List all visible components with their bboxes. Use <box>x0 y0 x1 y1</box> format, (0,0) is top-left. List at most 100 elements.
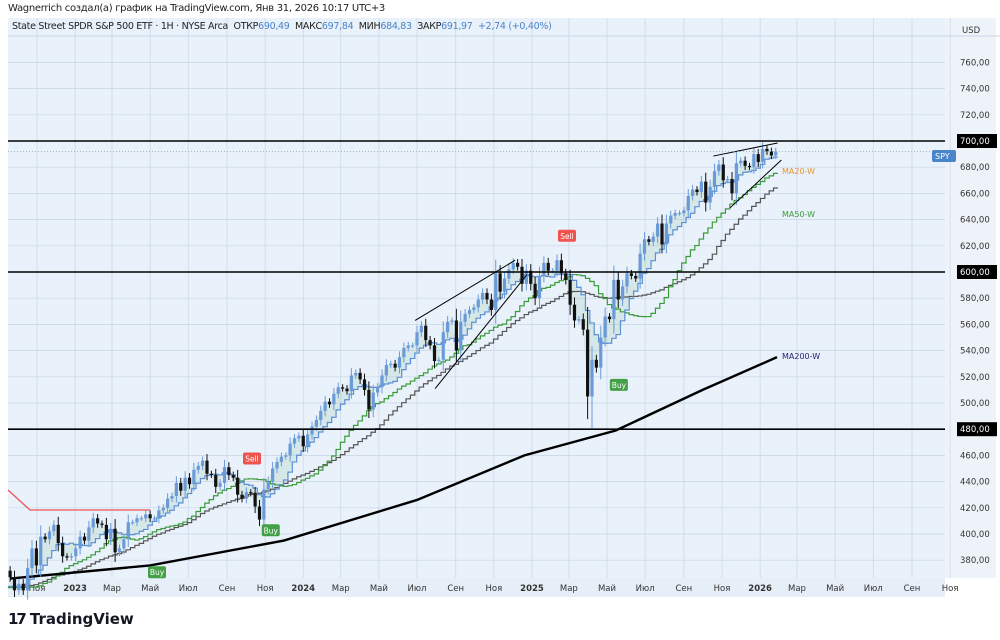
y-tick-label: 760,00 <box>960 58 990 68</box>
candle-body <box>516 262 520 267</box>
signal-buy-badge <box>261 524 280 537</box>
candle-body <box>358 372 362 380</box>
candle-body <box>682 210 686 214</box>
signal-label: Buy <box>612 381 627 390</box>
y-tick-label: 520,00 <box>960 373 990 383</box>
trend-line <box>729 159 782 209</box>
candle-body <box>47 531 52 540</box>
x-tick-label: Май <box>826 584 844 594</box>
candle-body <box>607 316 612 320</box>
candle-body <box>397 357 402 368</box>
candle-body <box>498 273 502 292</box>
candle-body <box>166 498 170 508</box>
close-label: ЗАКР <box>417 21 442 32</box>
candle-body <box>384 365 388 376</box>
open-value: 690,49 <box>258 21 290 32</box>
candle-body <box>590 359 594 397</box>
x-tick-label: 2023 <box>63 584 87 594</box>
candle-body <box>699 181 703 193</box>
candle-body <box>489 299 493 310</box>
candle-body <box>139 518 143 520</box>
x-tick-label: Май <box>370 584 388 594</box>
y-tick-label: 620,00 <box>960 242 990 252</box>
candle-body <box>284 455 288 457</box>
candle-body <box>656 223 660 237</box>
candle-body <box>96 518 100 524</box>
candle-body <box>109 528 113 540</box>
candle-body <box>625 273 629 287</box>
candle-body <box>717 164 721 172</box>
candle-body <box>61 543 65 557</box>
candle-body <box>341 387 345 389</box>
candle-body <box>621 286 625 300</box>
candle-body <box>673 213 677 216</box>
y-tick-label: 380,00 <box>960 556 990 566</box>
candle-body <box>279 456 283 462</box>
tradingview-logo[interactable]: 17 TradingView <box>8 610 134 628</box>
candle-body <box>262 489 266 520</box>
candle-body <box>463 313 467 322</box>
x-tick-label: Июл <box>636 584 655 594</box>
ma50-line <box>7 172 778 589</box>
candle-body <box>179 482 183 491</box>
candle-body <box>721 164 725 181</box>
candle-body <box>419 325 423 333</box>
candle-body <box>533 283 537 299</box>
tradingview-logo-icon: 17 <box>8 610 27 628</box>
candle-body <box>157 510 161 519</box>
candle-body <box>424 325 428 341</box>
y-tick-label: 660,00 <box>960 189 990 199</box>
candle-body <box>367 389 371 410</box>
candle-body <box>647 239 651 242</box>
sell-stop-line <box>7 489 150 511</box>
candle-body <box>104 524 108 540</box>
candle-body <box>354 372 358 376</box>
candle-body <box>712 171 717 187</box>
candle-body <box>30 548 34 569</box>
logo-text: TradingView <box>29 610 134 628</box>
candle-body <box>314 420 318 427</box>
x-tick-label: Сен <box>447 584 464 594</box>
candle-body <box>135 518 139 523</box>
candle-body <box>52 524 56 532</box>
y-tick-label: 500,00 <box>960 399 990 409</box>
time-axis-background <box>8 578 945 597</box>
y-tick-label: 580,00 <box>960 294 990 304</box>
candle-body <box>192 469 196 485</box>
candle-body <box>113 528 117 553</box>
candle-body <box>240 494 244 499</box>
change-value: +2,74 (+0,40%) <box>478 21 552 32</box>
candle-body <box>520 266 524 284</box>
candle-body <box>236 477 240 495</box>
candle-body <box>472 307 476 310</box>
candle-body <box>432 345 437 362</box>
candle-body <box>551 270 555 272</box>
ma-long-line <box>7 187 778 589</box>
candle-body <box>708 186 712 203</box>
candle-body <box>12 577 17 591</box>
y-tick-label: 540,00 <box>960 347 990 357</box>
x-tick-label: Ноя <box>714 584 731 594</box>
candle-body <box>214 475 218 487</box>
candle-body <box>756 154 760 162</box>
signal-label: Buy <box>150 568 165 577</box>
candle-body <box>131 522 135 524</box>
candle-body <box>161 507 165 511</box>
candle-body <box>301 435 305 447</box>
candle-body <box>205 460 209 474</box>
x-tick-label: 2024 <box>291 584 315 594</box>
candle-body <box>275 461 279 469</box>
candle-body <box>774 151 778 156</box>
signal-sell-badge <box>243 452 261 465</box>
candle-body <box>546 262 550 271</box>
candle-body <box>100 523 104 525</box>
candle-body <box>8 570 12 578</box>
candle-body <box>686 196 690 211</box>
ma20-line <box>7 156 778 588</box>
candle-body <box>726 178 730 181</box>
candle-body <box>21 583 25 591</box>
candle-body <box>209 473 213 476</box>
candle-body <box>174 482 178 497</box>
candle-body <box>734 163 738 194</box>
